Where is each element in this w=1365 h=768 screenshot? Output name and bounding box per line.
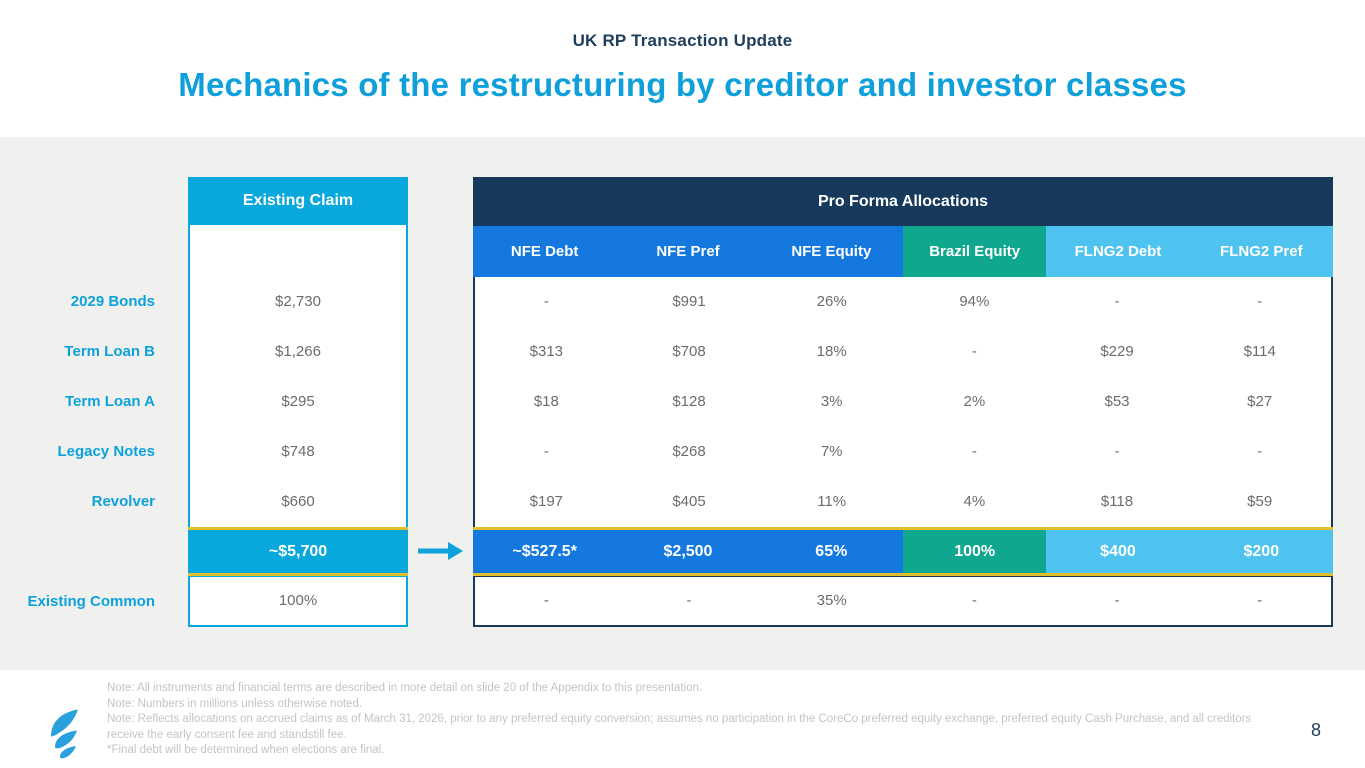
existing-claim-cell-2029-bonds: $2,730 (275, 293, 321, 310)
total-cell-nfe-equity: 65% (759, 530, 903, 573)
total-cell-flng2-pref: $200 (1189, 530, 1333, 573)
table-cell: - (971, 443, 977, 460)
table-cell: - (1257, 443, 1263, 460)
footnote-line: *Final debt will be determined when elec… (107, 744, 385, 756)
table-cell: $53 (1104, 393, 1130, 410)
row-label-term-loan-a: Term Loan A (64, 393, 155, 410)
table-cell: 7% (820, 443, 843, 460)
table-cell: 26% (816, 293, 847, 310)
table-cell: $268 (672, 443, 706, 460)
table-cell: 4% (963, 493, 986, 510)
pro-forma-column-headers: NFE Debt NFE Pref NFE Equity Brazil Equi… (473, 226, 1333, 277)
table-cell: 94% (959, 293, 990, 310)
slide-eyebrow: UK RP Transaction Update (572, 31, 793, 50)
existing-claim-total: ~$5,700 (188, 527, 408, 576)
table-cell: $18 (533, 393, 559, 410)
table-cell: - (543, 293, 549, 310)
footer-band (0, 670, 1365, 768)
table-cell: 3% (820, 393, 843, 410)
table-cell: $118 (1100, 493, 1134, 510)
table-cell: $197 (529, 493, 564, 510)
row-label-legacy-notes: Legacy Notes (57, 443, 155, 460)
column-header-flng2-debt: FLNG2 Debt (1046, 226, 1190, 277)
footnotes: Note: All instruments and financial term… (107, 681, 1277, 759)
table-cell: $405 (672, 493, 706, 510)
existing-claim-cell-legacy-notes: $748 (281, 443, 315, 460)
total-cell-nfe-pref: $2,500 (616, 530, 760, 573)
page-title: Mechanics of the restructuring by credit… (178, 66, 1187, 103)
table-cell: - (1257, 592, 1263, 609)
existing-claim-body: $2,730 $1,266 $295 $748 $660 (188, 225, 408, 527)
table-cell: - (971, 592, 977, 609)
column-header-nfe-debt: NFE Debt (473, 226, 617, 277)
table-cell: 11% (817, 493, 847, 510)
existing-claim-cell-revolver: $660 (281, 493, 315, 510)
table-cell: - (543, 443, 549, 460)
total-cell-brazil-equity: 100% (902, 530, 1047, 573)
table-row-legacy-notes: - $268 7% - - - (475, 427, 1331, 477)
total-cell-flng2-debt: $400 (1046, 530, 1190, 573)
table-row-term-loan-b: $313 $708 18% - $229 $114 (475, 327, 1331, 377)
table-cell: 35% (816, 592, 847, 609)
column-header-brazil-equity: Brazil Equity (902, 226, 1047, 277)
pro-forma-header: Pro Forma Allocations (473, 177, 1333, 226)
table-cell: $59 (1247, 493, 1273, 510)
table-row-revolver: $197 $405 11% 4% $118 $59 (475, 477, 1331, 527)
table-cell: - (1114, 293, 1120, 310)
table-cell: - (1257, 293, 1263, 310)
row-label-revolver: Revolver (91, 493, 155, 510)
row-label-term-loan-b: Term Loan B (64, 343, 155, 360)
table-cell: $313 (529, 343, 564, 360)
existing-common-row: - - 35% - - - (473, 576, 1333, 627)
page-number: 8 (1310, 720, 1321, 740)
table-cell: $708 (672, 343, 706, 360)
column-header-nfe-pref: NFE Pref (616, 226, 760, 277)
flame-logo-icon (46, 709, 84, 759)
table-cell: 18% (816, 343, 847, 360)
existing-claim-common-cell: 100% (188, 576, 408, 627)
footnote-line: Note: All instruments and financial term… (107, 682, 703, 694)
table-cell: - (971, 343, 977, 360)
existing-claim-cell-term-loan-b: $1,266 (275, 343, 321, 360)
pro-forma-total-row: ~$527.5* $2,500 65% 100% $400 $200 (473, 527, 1333, 576)
table-cell: $991 (672, 293, 706, 310)
table-cell: - (1114, 592, 1120, 609)
right-arrow-icon (417, 540, 465, 562)
table-cell: 2% (963, 393, 986, 410)
table-cell: - (543, 592, 549, 609)
footnote-line: Note: Reflects allocations on accrued cl… (107, 713, 1252, 741)
header-band (0, 0, 1365, 137)
existing-claim-cell-term-loan-a: $295 (281, 393, 315, 410)
table-cell: $114 (1243, 343, 1276, 360)
table-row-2029-bonds: - $991 26% 94% - - (475, 277, 1331, 327)
existing-claim-header: Existing Claim (188, 177, 408, 225)
total-cell-nfe-debt: ~$527.5* (473, 530, 617, 573)
row-label-2029-bonds: 2029 Bonds (70, 293, 155, 310)
pro-forma-table: Pro Forma Allocations NFE Debt NFE Pref … (473, 177, 1333, 627)
row-label-existing-common: Existing Common (27, 593, 155, 610)
table-row-term-loan-a: $18 $128 3% 2% $53 $27 (475, 377, 1331, 427)
column-header-nfe-equity: NFE Equity (759, 226, 903, 277)
footnote-line: Note: Numbers in millions unless otherwi… (107, 697, 363, 710)
table-cell: - (1114, 443, 1120, 460)
pro-forma-body: - $991 26% 94% - - $313 $708 18% - $229 … (473, 277, 1333, 527)
table-cell: $229 (1100, 343, 1134, 360)
table-cell: $128 (672, 393, 706, 410)
column-header-flng2-pref: FLNG2 Pref (1189, 226, 1333, 277)
existing-claim-table: Existing Claim $2,730 $1,266 $295 $748 $… (188, 177, 408, 627)
table-cell: - (686, 592, 692, 609)
table-cell: $27 (1247, 393, 1273, 410)
